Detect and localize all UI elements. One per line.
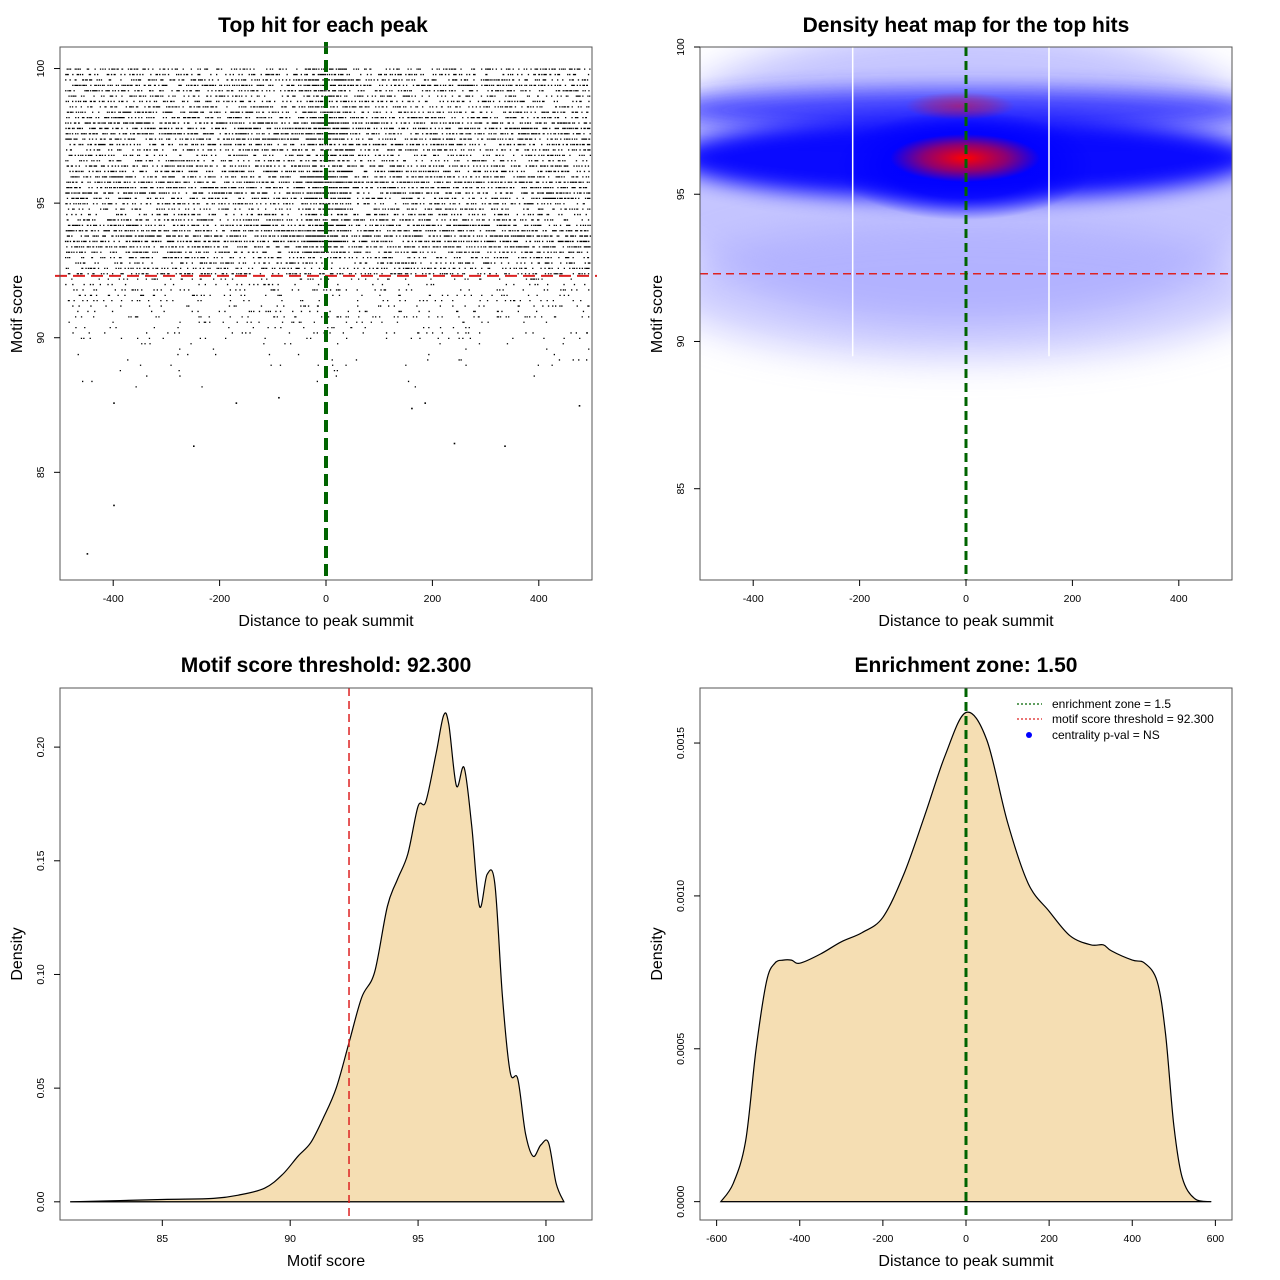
x-tick-label: 400 bbox=[1170, 593, 1188, 605]
heatmap-panel: Density heat map for the top hits -400 -2… bbox=[649, 14, 1233, 630]
scatter-point bbox=[193, 445, 195, 448]
y-tick-label: 85 bbox=[675, 483, 687, 495]
y-tick-label: 100 bbox=[675, 38, 687, 56]
y-tick-label: 0.0010 bbox=[675, 880, 687, 912]
y-tick-label: 0.0015 bbox=[675, 727, 687, 759]
scatter-point bbox=[113, 402, 115, 404]
y-tick-label: 90 bbox=[35, 332, 47, 344]
legend-zone-label: enrichment zone = 1.5 bbox=[1052, 697, 1171, 711]
scatter-point bbox=[504, 445, 506, 448]
heatmap-ylabel: Motif score bbox=[649, 275, 666, 353]
y-tick-label: 0.0000 bbox=[675, 1185, 687, 1217]
x-tick-label: 600 bbox=[1207, 1233, 1225, 1245]
x-tick-label: 0 bbox=[963, 593, 969, 605]
heatmap-xlabel: Distance to peak summit bbox=[878, 613, 1054, 630]
x-tick-label: -600 bbox=[706, 1233, 727, 1245]
scatter-point bbox=[235, 402, 238, 404]
x-tick-label: 200 bbox=[424, 593, 442, 605]
scatter-title: Top hit for each peak bbox=[218, 14, 428, 37]
score-density-axes: 85 90 95 100 0.00 0.05 0.10 0.15 0.20 bbox=[35, 737, 555, 1245]
heatmap-field bbox=[700, 47, 1232, 580]
score-density-curve bbox=[70, 712, 565, 1203]
y-tick-label: 100 bbox=[35, 60, 47, 78]
y-tick-label: 0.00 bbox=[35, 1191, 47, 1212]
scatter-point bbox=[86, 553, 89, 555]
scatter-point bbox=[411, 407, 413, 410]
y-tick-label: 95 bbox=[675, 188, 687, 200]
x-tick-label: -400 bbox=[789, 1233, 810, 1245]
y-tick-label: 90 bbox=[675, 335, 687, 347]
scatter-point bbox=[278, 396, 280, 399]
x-tick-label: 90 bbox=[284, 1233, 296, 1245]
legend-pval-dot bbox=[1026, 732, 1032, 738]
x-tick-label: 100 bbox=[537, 1233, 555, 1245]
x-tick-label: -200 bbox=[872, 1233, 893, 1245]
x-tick-label: 85 bbox=[156, 1233, 168, 1245]
y-tick-label: 85 bbox=[35, 466, 47, 478]
scatter-axes: -400 -200 0 200 400 85 90 95 100 bbox=[35, 60, 548, 605]
scatter-panel: Top hit for each peak -400 -200 0 200 400 85 9… bbox=[9, 14, 597, 630]
scatter-point bbox=[578, 405, 581, 407]
distance-density-ylabel: Density bbox=[649, 927, 666, 980]
y-tick-label: 0.15 bbox=[35, 850, 47, 871]
heat-hotspot bbox=[890, 134, 1040, 182]
heatmap-title: Density heat map for the top hits bbox=[803, 14, 1130, 37]
score-density-frame bbox=[59, 687, 593, 1221]
y-tick-label: 0.05 bbox=[35, 1078, 47, 1099]
distance-density-axes: -600 -400 -200 0 200 400 600 0.0000 0.0005 0.0010… bbox=[675, 727, 1224, 1245]
x-tick-label: 95 bbox=[412, 1233, 424, 1245]
scatter-ylabel: Motif score bbox=[9, 275, 26, 353]
legend-pval-label: centrality p-val = NS bbox=[1052, 728, 1160, 742]
legend: enrichment zone = 1.5 motif score thresh… bbox=[1017, 697, 1214, 742]
x-tick-label: 0 bbox=[323, 593, 329, 605]
x-tick-label: -400 bbox=[743, 593, 764, 605]
scatter-xlabel: Distance to peak summit bbox=[238, 613, 414, 630]
scatter-point bbox=[424, 402, 427, 404]
score-density-title: Motif score threshold: 92.300 bbox=[181, 654, 472, 677]
x-tick-label: 200 bbox=[1040, 1233, 1058, 1245]
y-tick-label: 0.20 bbox=[35, 737, 47, 758]
distance-density-title: Enrichment zone: 1.50 bbox=[855, 654, 1078, 677]
scatter-point bbox=[453, 442, 456, 445]
x-tick-label: -400 bbox=[103, 593, 124, 605]
y-tick-label: 0.0005 bbox=[675, 1033, 687, 1065]
x-tick-label: 0 bbox=[963, 1233, 969, 1245]
distance-density-xlabel: Distance to peak summit bbox=[878, 1253, 1054, 1270]
x-tick-label: 200 bbox=[1064, 593, 1082, 605]
x-tick-label: -200 bbox=[849, 593, 870, 605]
distance-density-panel: Enrichment zone: 1.50 -600 -400 -200 0 200 40… bbox=[649, 654, 1233, 1270]
y-tick-label: 0.10 bbox=[35, 964, 47, 985]
score-density-ylabel: Density bbox=[9, 927, 26, 980]
scatter-points bbox=[64, 68, 591, 555]
y-tick-label: 95 bbox=[35, 197, 47, 209]
score-density-xlabel: Motif score bbox=[287, 1253, 365, 1270]
scatter-point bbox=[113, 504, 115, 507]
x-tick-label: -200 bbox=[209, 593, 230, 605]
heat-hotspot-upper bbox=[905, 92, 1015, 120]
legend-threshold-label: motif score threshold = 92.300 bbox=[1052, 712, 1214, 726]
x-tick-label: 400 bbox=[530, 593, 548, 605]
x-tick-label: 400 bbox=[1123, 1233, 1141, 1245]
heatmap-axes: -400 -200 0 200 400 85 90 95 100 bbox=[675, 38, 1188, 605]
score-density-panel: Motif score threshold: 92.300 85 90 95 100 0… bbox=[9, 654, 593, 1270]
